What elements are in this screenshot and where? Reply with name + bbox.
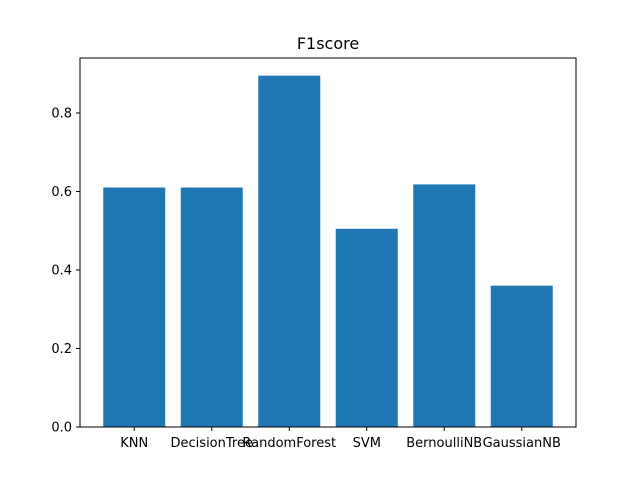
bar-decisiontree xyxy=(180,187,243,427)
bar-knn xyxy=(103,187,166,427)
chart-title: F1score xyxy=(297,34,359,53)
bar-gaussiannb xyxy=(490,285,553,427)
bars-group xyxy=(103,75,553,428)
x-tick-label: GaussianNB xyxy=(483,436,561,451)
y-tick-label: 0.6 xyxy=(51,185,72,200)
plot-area-frame xyxy=(79,57,577,428)
x-tick-label: BernoulliNB xyxy=(406,436,482,451)
x-tick-label: RandomForest xyxy=(242,436,336,451)
y-tick-label: 0.0 xyxy=(51,421,72,436)
bar-svm xyxy=(335,228,398,427)
y-tick-label: 0.2 xyxy=(51,342,72,357)
bar-randomforest xyxy=(258,75,321,428)
y-tick-label: 0.8 xyxy=(51,106,72,121)
x-tick-label: KNN xyxy=(120,436,148,451)
bar-bernoullinb xyxy=(413,184,476,427)
y-axis-ticks: 0.0 0.2 0.4 0.6 0.8 xyxy=(51,106,80,436)
x-tick-label: DecisionTree xyxy=(171,436,253,451)
x-tick-label: SVM xyxy=(353,436,381,451)
y-tick-label: 0.4 xyxy=(51,263,72,278)
